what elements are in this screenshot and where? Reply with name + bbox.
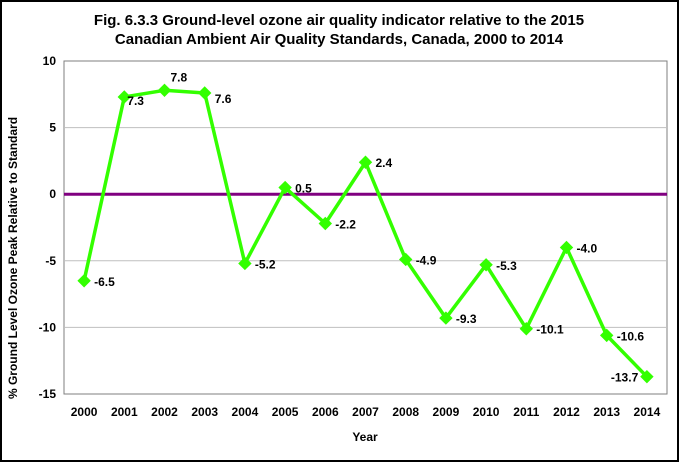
y-tick-label: 10 bbox=[43, 54, 57, 68]
x-tick-label: 2000 bbox=[71, 405, 98, 419]
data-label: 7.6 bbox=[215, 92, 232, 106]
data-label: 7.8 bbox=[171, 70, 188, 84]
data-labels: -6.5 7.3 7.8 7.6 -5.2 0.5 -2.2 2.4 -4.9 -9.3 -5.3 -… bbox=[94, 70, 644, 384]
x-axis-label: Year bbox=[352, 430, 378, 444]
data-point-marker bbox=[238, 256, 252, 271]
x-tick-label: 2001 bbox=[111, 405, 138, 419]
data-label: -4.9 bbox=[416, 253, 437, 267]
x-tick-label: 2002 bbox=[151, 405, 178, 419]
data-point-marker bbox=[197, 86, 212, 100]
x-tick-label: 2014 bbox=[634, 405, 661, 419]
y-tick-labels: -15 -10 -5 0 5 10 bbox=[39, 54, 57, 401]
data-point-marker bbox=[519, 322, 534, 336]
x-tick-label: 2006 bbox=[312, 405, 339, 419]
data-point-marker bbox=[640, 369, 654, 384]
data-point-marker bbox=[439, 311, 453, 325]
data-label: -9.3 bbox=[456, 312, 477, 326]
data-point-marker bbox=[398, 252, 413, 267]
x-tick-label: 2012 bbox=[553, 405, 580, 419]
x-tick-label: 2005 bbox=[272, 405, 299, 419]
data-label: -4.0 bbox=[577, 241, 598, 255]
x-tick-label: 2007 bbox=[352, 405, 379, 419]
data-point-marker bbox=[358, 155, 373, 169]
data-label: -10.6 bbox=[617, 329, 645, 343]
gridlines bbox=[64, 127, 667, 328]
data-point-marker bbox=[559, 240, 574, 255]
series-markers bbox=[77, 83, 654, 384]
y-tick-label: -5 bbox=[45, 254, 56, 268]
data-label: 2.4 bbox=[376, 156, 393, 170]
plot-area bbox=[63, 60, 668, 395]
x-tick-label: 2013 bbox=[593, 405, 620, 419]
data-label: 0.5 bbox=[295, 182, 312, 196]
y-tick-label: -10 bbox=[39, 320, 57, 334]
data-point-marker bbox=[479, 258, 493, 272]
data-point-marker bbox=[77, 274, 91, 288]
y-axis-label: % Ground Level Ozone Peak Relative to St… bbox=[6, 117, 20, 399]
y-tick-label: 5 bbox=[49, 121, 56, 135]
data-label: -6.5 bbox=[94, 275, 115, 289]
data-label: -5.3 bbox=[496, 259, 517, 273]
x-tick-label: 2009 bbox=[433, 405, 460, 419]
data-label: -10.1 bbox=[536, 323, 564, 337]
data-label: -5.2 bbox=[255, 257, 276, 271]
x-tick-label: 2003 bbox=[191, 405, 218, 419]
data-label: -2.2 bbox=[335, 218, 356, 232]
y-tick-label: 0 bbox=[49, 187, 56, 201]
chart-title-line-1: Fig. 6.3.3 Ground-level ozone air qualit… bbox=[94, 12, 584, 29]
data-point-marker bbox=[278, 180, 292, 195]
x-tick-label: 2004 bbox=[232, 405, 259, 419]
x-tick-label: 2010 bbox=[473, 405, 500, 419]
x-tick-label: 2008 bbox=[392, 405, 419, 419]
data-point-marker bbox=[117, 90, 132, 104]
x-tick-labels: 2000 2001 2002 2003 2004 2005 2006 2007 2008 2009… bbox=[71, 405, 661, 419]
data-point-marker bbox=[599, 328, 614, 343]
data-label: 7.3 bbox=[127, 94, 144, 108]
x-tick-label: 2011 bbox=[513, 405, 539, 419]
chart-title-line-2: Canadian Ambient Air Quality Standards, … bbox=[115, 31, 564, 48]
y-tick-label: -15 bbox=[39, 387, 57, 401]
data-point-marker bbox=[157, 83, 172, 98]
data-point-marker bbox=[318, 216, 333, 231]
data-label: -13.7 bbox=[611, 371, 639, 385]
